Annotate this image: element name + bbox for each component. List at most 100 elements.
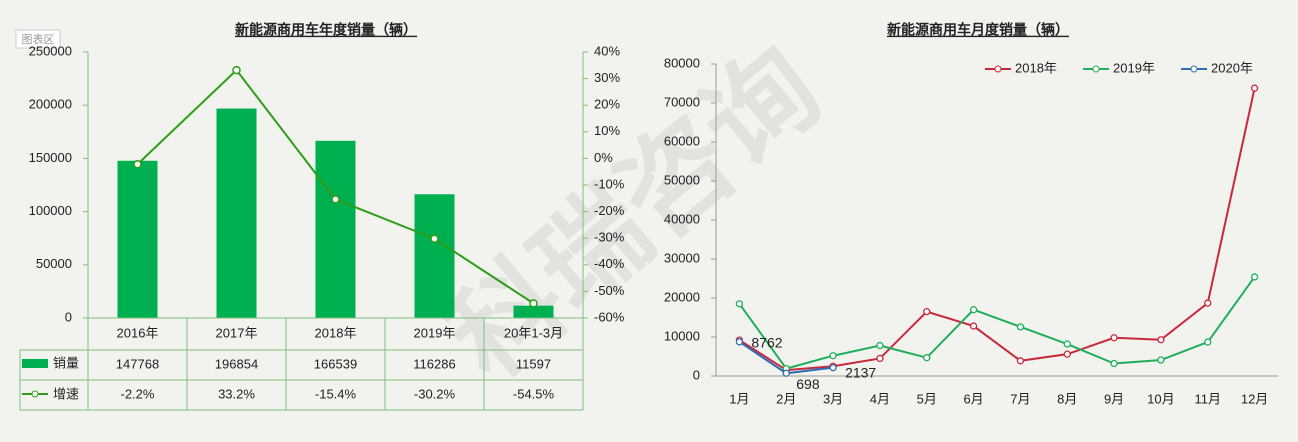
bar (513, 305, 554, 318)
x-tick-label: 5月 (917, 391, 937, 406)
y-tick-label: 0 (693, 367, 700, 382)
y2-tick-label: 10% (594, 123, 620, 138)
x-tick-label: 2016年 (117, 325, 159, 340)
x-tick-label: 1月 (729, 391, 749, 406)
y-tick-label: 250000 (29, 43, 72, 58)
y-tick-label: 30000 (664, 250, 700, 265)
x-tick-label: 10月 (1147, 391, 1174, 406)
y2-tick-label: -50% (594, 283, 625, 298)
series-point (876, 341, 884, 350)
series-point (1250, 84, 1259, 92)
series-point (1063, 350, 1071, 358)
bar (315, 140, 356, 318)
table-value: -15.4% (315, 386, 357, 401)
series-point (876, 354, 884, 363)
chart-area-tag (15, 29, 61, 49)
y2-tick-label: 30% (594, 70, 620, 85)
growth-point (133, 160, 142, 169)
table-value: 116286 (413, 356, 455, 371)
series-point (1110, 334, 1118, 342)
growth-point (430, 234, 439, 243)
legend-swatch (994, 65, 1002, 73)
y-tick-label: 80000 (664, 55, 700, 70)
series-point (782, 369, 790, 377)
y-tick-label: 0 (65, 309, 72, 324)
y-tick-label: 10000 (664, 328, 700, 343)
bar (117, 160, 158, 318)
y-tick-label: 20000 (664, 289, 700, 304)
series-point (1016, 323, 1025, 331)
y-tick-label: 50000 (664, 172, 700, 187)
x-tick-label: 6月 (963, 391, 983, 406)
y-tick-label: 200000 (29, 97, 72, 112)
series-point (735, 338, 744, 346)
series-point (923, 307, 931, 316)
x-tick-label: 20年1-3月 (504, 325, 563, 340)
y2-tick-label: -10% (594, 176, 625, 191)
legend-label: 2020年 (1211, 60, 1253, 75)
x-tick-label: 11月 (1195, 391, 1222, 406)
data-label: 8762 (751, 335, 782, 351)
table-value: 166539 (314, 356, 357, 371)
y-tick-label: 60000 (664, 133, 700, 148)
y-tick-label: 40000 (664, 211, 700, 226)
growth-point (529, 299, 538, 308)
y2-tick-label: 20% (594, 97, 620, 112)
series-point (969, 306, 978, 314)
x-tick-label: 3月 (823, 391, 843, 406)
x-tick-label: 12月 (1241, 391, 1268, 406)
series-point (1157, 356, 1165, 364)
y-tick-label: 100000 (29, 203, 72, 218)
legend-label: 2018年 (1015, 60, 1057, 75)
data-label: 2137 (845, 364, 876, 380)
table-value: 33.2% (218, 386, 255, 401)
table-value: -2.2% (121, 386, 155, 401)
legend-swatch (31, 390, 39, 398)
x-tick-label: 2017年 (216, 325, 258, 340)
y2-tick-label: -20% (594, 203, 625, 218)
x-tick-label: 2019年 (414, 325, 456, 340)
series-point (1250, 273, 1259, 281)
data-label: 698 (796, 376, 820, 392)
series-point (735, 300, 744, 308)
x-tick-label: 7月 (1010, 391, 1030, 406)
y-tick-label: 150000 (29, 150, 72, 165)
x-tick-label: 4月 (870, 391, 890, 406)
y2-tick-label: -40% (594, 256, 625, 271)
table-value: 11597 (516, 356, 551, 371)
growth-point (232, 65, 241, 75)
chart-title: 新能源商用车月度销量（辆） (887, 22, 1069, 38)
series-point (829, 352, 837, 360)
legend-label: 销量 (53, 355, 79, 370)
series-line (738, 87, 1256, 372)
series-point (1204, 299, 1212, 307)
chart-area-label: 图表区 (22, 32, 55, 46)
y-tick-label: 50000 (36, 256, 72, 271)
table-value: -30.2% (414, 386, 456, 401)
bar (414, 194, 455, 318)
series-point (1063, 340, 1071, 348)
y-tick-label: 70000 (664, 94, 700, 109)
legend-swatch (22, 359, 48, 368)
table-value: 147768 (116, 356, 159, 371)
x-tick-label: 9月 (1104, 391, 1124, 406)
table-value: 196854 (215, 356, 258, 371)
series-point (1204, 338, 1212, 346)
bar (216, 108, 257, 319)
x-tick-label: 2018年 (315, 325, 357, 340)
y2-tick-label: 0% (594, 150, 613, 165)
x-tick-label: 2月 (776, 391, 796, 406)
series-line (738, 276, 1256, 370)
series-point (1110, 359, 1118, 368)
growth-point (331, 195, 340, 204)
series-point (969, 322, 978, 330)
legend-label: 增速 (53, 386, 79, 401)
series-point (923, 354, 931, 362)
legend-swatch (1190, 65, 1198, 73)
chart-title: 新能源商用车年度销量（辆） (235, 22, 417, 38)
table-value: -54.5% (513, 386, 555, 401)
series-point (1157, 336, 1165, 344)
x-tick-label: 8月 (1057, 391, 1077, 406)
